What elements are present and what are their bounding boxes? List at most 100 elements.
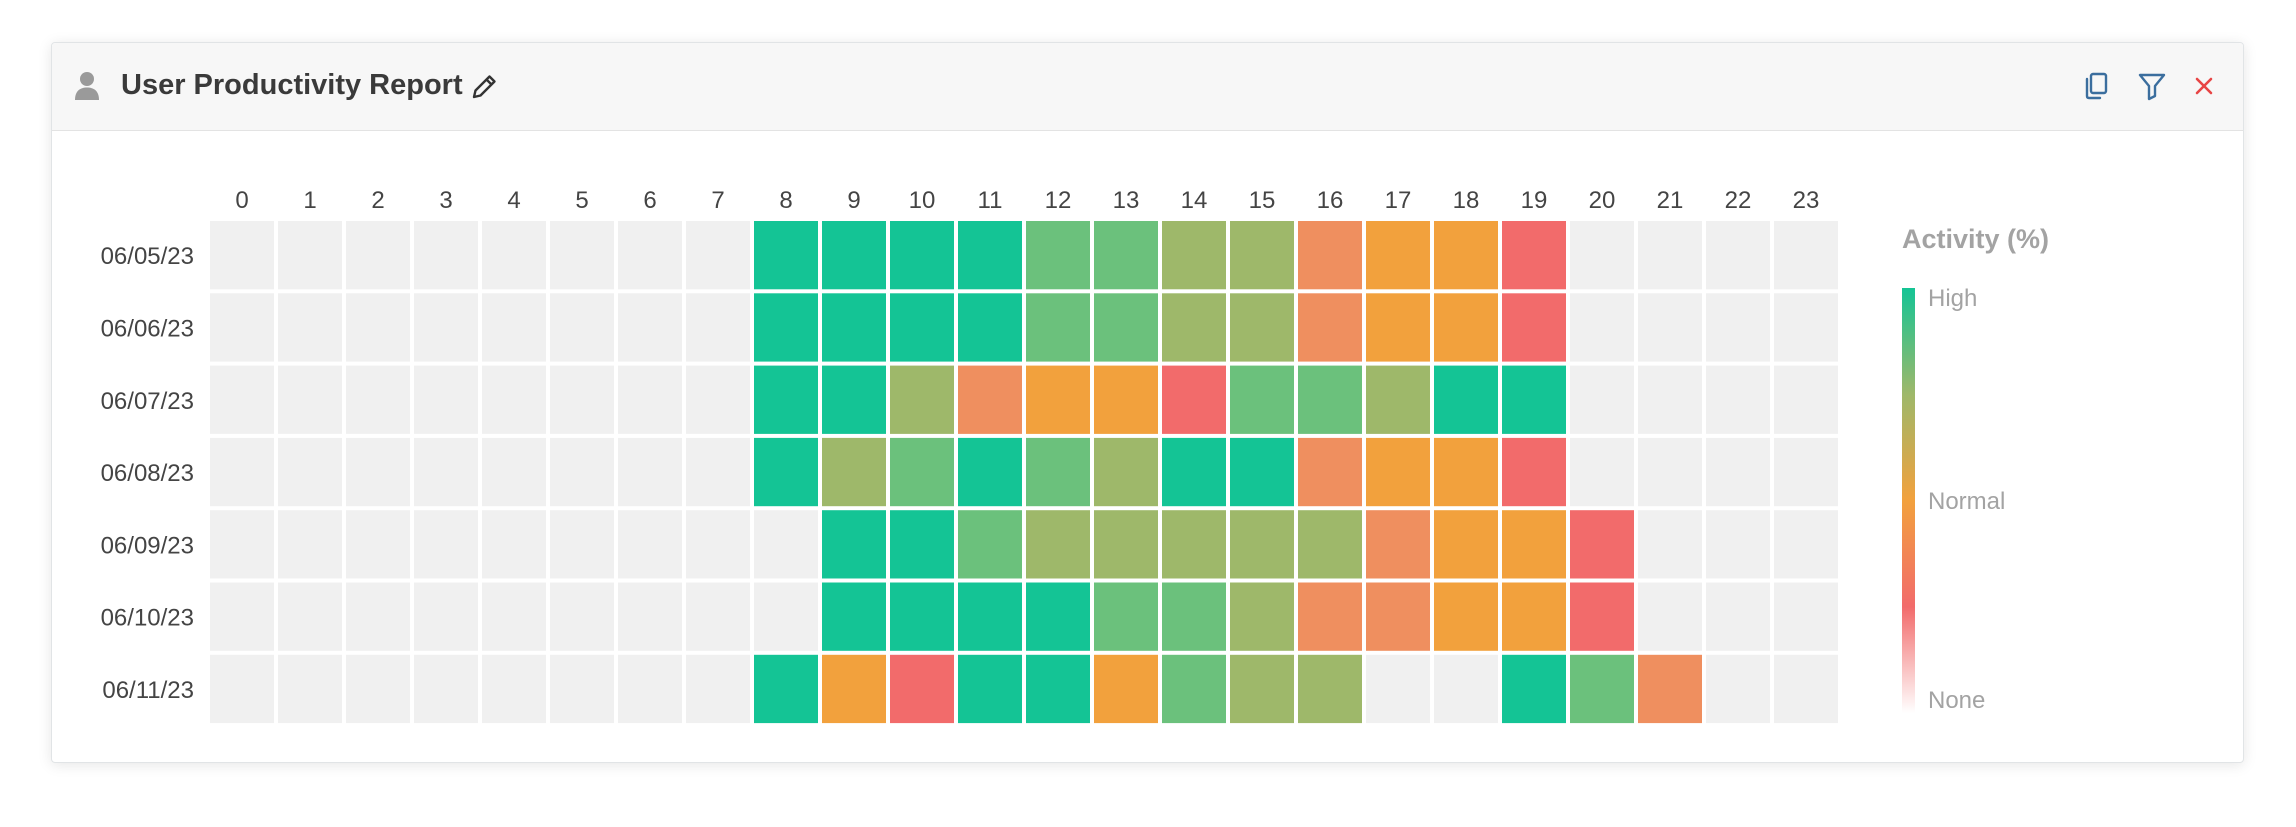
heatmap-cell[interactable] — [210, 221, 274, 290]
heatmap-cell[interactable] — [482, 365, 546, 434]
heatmap-cell[interactable] — [618, 437, 682, 507]
heatmap-cell[interactable] — [210, 510, 274, 579]
heatmap-cell[interactable] — [550, 582, 614, 651]
heatmap-cell[interactable] — [958, 293, 1022, 362]
heatmap-cell[interactable] — [346, 365, 410, 434]
heatmap-cell[interactable] — [346, 510, 410, 579]
heatmap-cell[interactable] — [482, 582, 546, 651]
heatmap-cell[interactable] — [210, 582, 274, 651]
heatmap-cell[interactable] — [1094, 293, 1158, 362]
heatmap-cell[interactable] — [1366, 654, 1430, 724]
heatmap-cell[interactable] — [278, 582, 342, 651]
heatmap-cell[interactable] — [1706, 437, 1770, 507]
heatmap-cell[interactable] — [210, 654, 274, 724]
heatmap-cell[interactable] — [1774, 510, 1838, 579]
heatmap-cell[interactable] — [958, 654, 1022, 724]
heatmap-cell[interactable] — [414, 221, 478, 290]
heatmap-cell[interactable] — [1638, 437, 1702, 507]
heatmap-cell[interactable] — [482, 437, 546, 507]
heatmap-cell[interactable] — [1434, 510, 1498, 579]
heatmap-cell[interactable] — [1774, 365, 1838, 434]
heatmap-cell[interactable] — [1366, 365, 1430, 434]
heatmap-cell[interactable] — [958, 510, 1022, 579]
heatmap-cell[interactable] — [1162, 365, 1226, 434]
heatmap-cell[interactable] — [278, 365, 342, 434]
heatmap-cell[interactable] — [1638, 510, 1702, 579]
heatmap-cell[interactable] — [890, 221, 954, 290]
heatmap-cell[interactable] — [346, 654, 410, 724]
heatmap-cell[interactable] — [1026, 293, 1090, 362]
heatmap-cell[interactable] — [686, 582, 750, 651]
heatmap-cell[interactable] — [754, 293, 818, 362]
heatmap-cell[interactable] — [618, 654, 682, 724]
heatmap-cell[interactable] — [414, 293, 478, 362]
heatmap-cell[interactable] — [1434, 365, 1498, 434]
heatmap-cell[interactable] — [278, 437, 342, 507]
heatmap-cell[interactable] — [1026, 510, 1090, 579]
heatmap-cell[interactable] — [1162, 654, 1226, 724]
heatmap-cell[interactable] — [278, 510, 342, 579]
heatmap-cell[interactable] — [482, 654, 546, 724]
heatmap-cell[interactable] — [550, 221, 614, 290]
heatmap-cell[interactable] — [822, 221, 886, 290]
heatmap-cell[interactable] — [1298, 437, 1362, 507]
heatmap-cell[interactable] — [754, 365, 818, 434]
heatmap-cell[interactable] — [482, 293, 546, 362]
heatmap-cell[interactable] — [890, 510, 954, 579]
heatmap-cell[interactable] — [414, 654, 478, 724]
heatmap-cell[interactable] — [1230, 365, 1294, 434]
heatmap-cell[interactable] — [1026, 365, 1090, 434]
heatmap-cell[interactable] — [414, 437, 478, 507]
heatmap-cell[interactable] — [1094, 221, 1158, 290]
heatmap-cell[interactable] — [1638, 293, 1702, 362]
heatmap-cell[interactable] — [482, 221, 546, 290]
heatmap-cell[interactable] — [1026, 654, 1090, 724]
heatmap-cell[interactable] — [754, 510, 818, 579]
heatmap-cell[interactable] — [414, 582, 478, 651]
heatmap-cell[interactable] — [1094, 365, 1158, 434]
heatmap-cell[interactable] — [686, 654, 750, 724]
heatmap-cell[interactable] — [1230, 221, 1294, 290]
heatmap-cell[interactable] — [550, 510, 614, 579]
heatmap-cell[interactable] — [1638, 582, 1702, 651]
heatmap-cell[interactable] — [1230, 437, 1294, 507]
heatmap-cell[interactable] — [1502, 293, 1566, 362]
heatmap-cell[interactable] — [1706, 221, 1770, 290]
filter-icon[interactable] — [2136, 70, 2168, 102]
heatmap-cell[interactable] — [1162, 582, 1226, 651]
heatmap-cell[interactable] — [210, 365, 274, 434]
heatmap-cell[interactable] — [1434, 221, 1498, 290]
heatmap-cell[interactable] — [550, 365, 614, 434]
heatmap-cell[interactable] — [1570, 293, 1634, 362]
heatmap-cell[interactable] — [1570, 365, 1634, 434]
heatmap-cell[interactable] — [1298, 221, 1362, 290]
heatmap-cell[interactable] — [1570, 437, 1634, 507]
heatmap-cell[interactable] — [1298, 582, 1362, 651]
heatmap-cell[interactable] — [618, 510, 682, 579]
heatmap-cell[interactable] — [618, 221, 682, 290]
heatmap-cell[interactable] — [1774, 293, 1838, 362]
close-icon[interactable] — [2188, 70, 2220, 102]
heatmap-cell[interactable] — [1570, 221, 1634, 290]
heatmap-cell[interactable] — [346, 293, 410, 362]
heatmap-cell[interactable] — [754, 437, 818, 507]
heatmap-cell[interactable] — [1366, 510, 1430, 579]
heatmap-cell[interactable] — [1094, 582, 1158, 651]
heatmap-cell[interactable] — [1298, 293, 1362, 362]
heatmap-cell[interactable] — [1502, 437, 1566, 507]
heatmap-cell[interactable] — [1570, 654, 1634, 724]
heatmap-cell[interactable] — [1026, 437, 1090, 507]
heatmap-cell[interactable] — [278, 293, 342, 362]
heatmap-cell[interactable] — [822, 365, 886, 434]
heatmap-cell[interactable] — [1162, 221, 1226, 290]
heatmap-cell[interactable] — [890, 437, 954, 507]
heatmap-cell[interactable] — [822, 510, 886, 579]
heatmap-cell[interactable] — [686, 221, 750, 290]
heatmap-cell[interactable] — [346, 437, 410, 507]
heatmap-cell[interactable] — [754, 654, 818, 724]
heatmap-cell[interactable] — [958, 437, 1022, 507]
heatmap-cell[interactable] — [1434, 654, 1498, 724]
heatmap-cell[interactable] — [1366, 437, 1430, 507]
heatmap-cell[interactable] — [754, 582, 818, 651]
heatmap-cell[interactable] — [1502, 365, 1566, 434]
